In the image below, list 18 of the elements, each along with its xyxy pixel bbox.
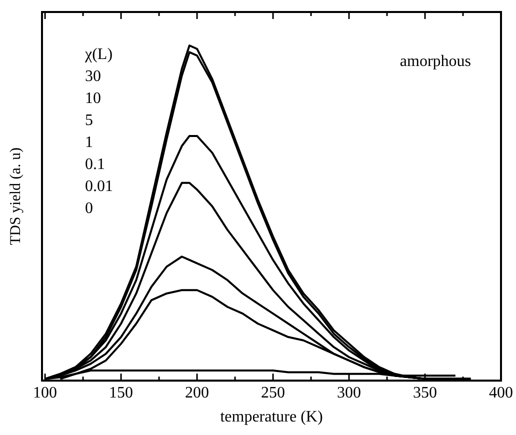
x-tick-label: 150 [109, 384, 134, 402]
y-axis-title: TDS yield (a. u) [8, 148, 24, 246]
x-tick-label: 400 [489, 384, 513, 402]
annotation: 0.01 [85, 178, 113, 196]
x-tick-label: 100 [33, 384, 58, 402]
annotation: 0 [85, 200, 93, 218]
x-tick-label: 250 [261, 384, 286, 402]
x-tick-label: 350 [413, 384, 438, 402]
x-axis-title: temperature (K) [220, 408, 323, 426]
annotation: amorphous [400, 53, 471, 70]
annotation: χ(L) [84, 46, 113, 64]
x-tick-label: 300 [337, 384, 362, 402]
annotation: 30 [85, 68, 101, 86]
annotation: 5 [85, 112, 93, 130]
annotation: 0.1 [85, 156, 105, 174]
annotation: 10 [85, 90, 101, 108]
x-tick-label: 200 [185, 384, 210, 402]
annotation: 1 [85, 134, 93, 152]
